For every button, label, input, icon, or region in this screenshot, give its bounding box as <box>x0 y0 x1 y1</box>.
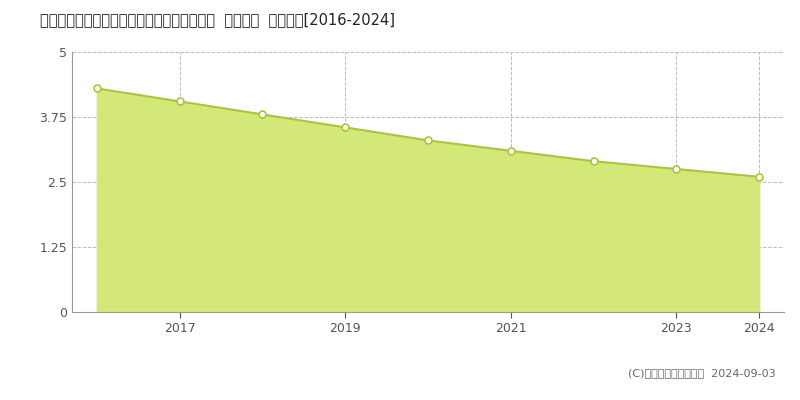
Point <box>422 137 434 144</box>
Point <box>753 174 766 180</box>
Point <box>587 158 600 164</box>
Point <box>504 148 517 154</box>
Point <box>256 111 269 118</box>
Text: 愛知県知多郡南知多町大字山海字小山８９番  地価公示  地価推移[2016-2024]: 愛知県知多郡南知多町大字山海字小山８９番 地価公示 地価推移[2016-2024… <box>40 12 395 27</box>
Text: (C)土地価格ドットコム  2024-09-03: (C)土地価格ドットコム 2024-09-03 <box>628 368 776 378</box>
Point <box>670 166 682 172</box>
Point <box>90 85 103 92</box>
Point <box>174 98 186 105</box>
Point <box>339 124 352 131</box>
